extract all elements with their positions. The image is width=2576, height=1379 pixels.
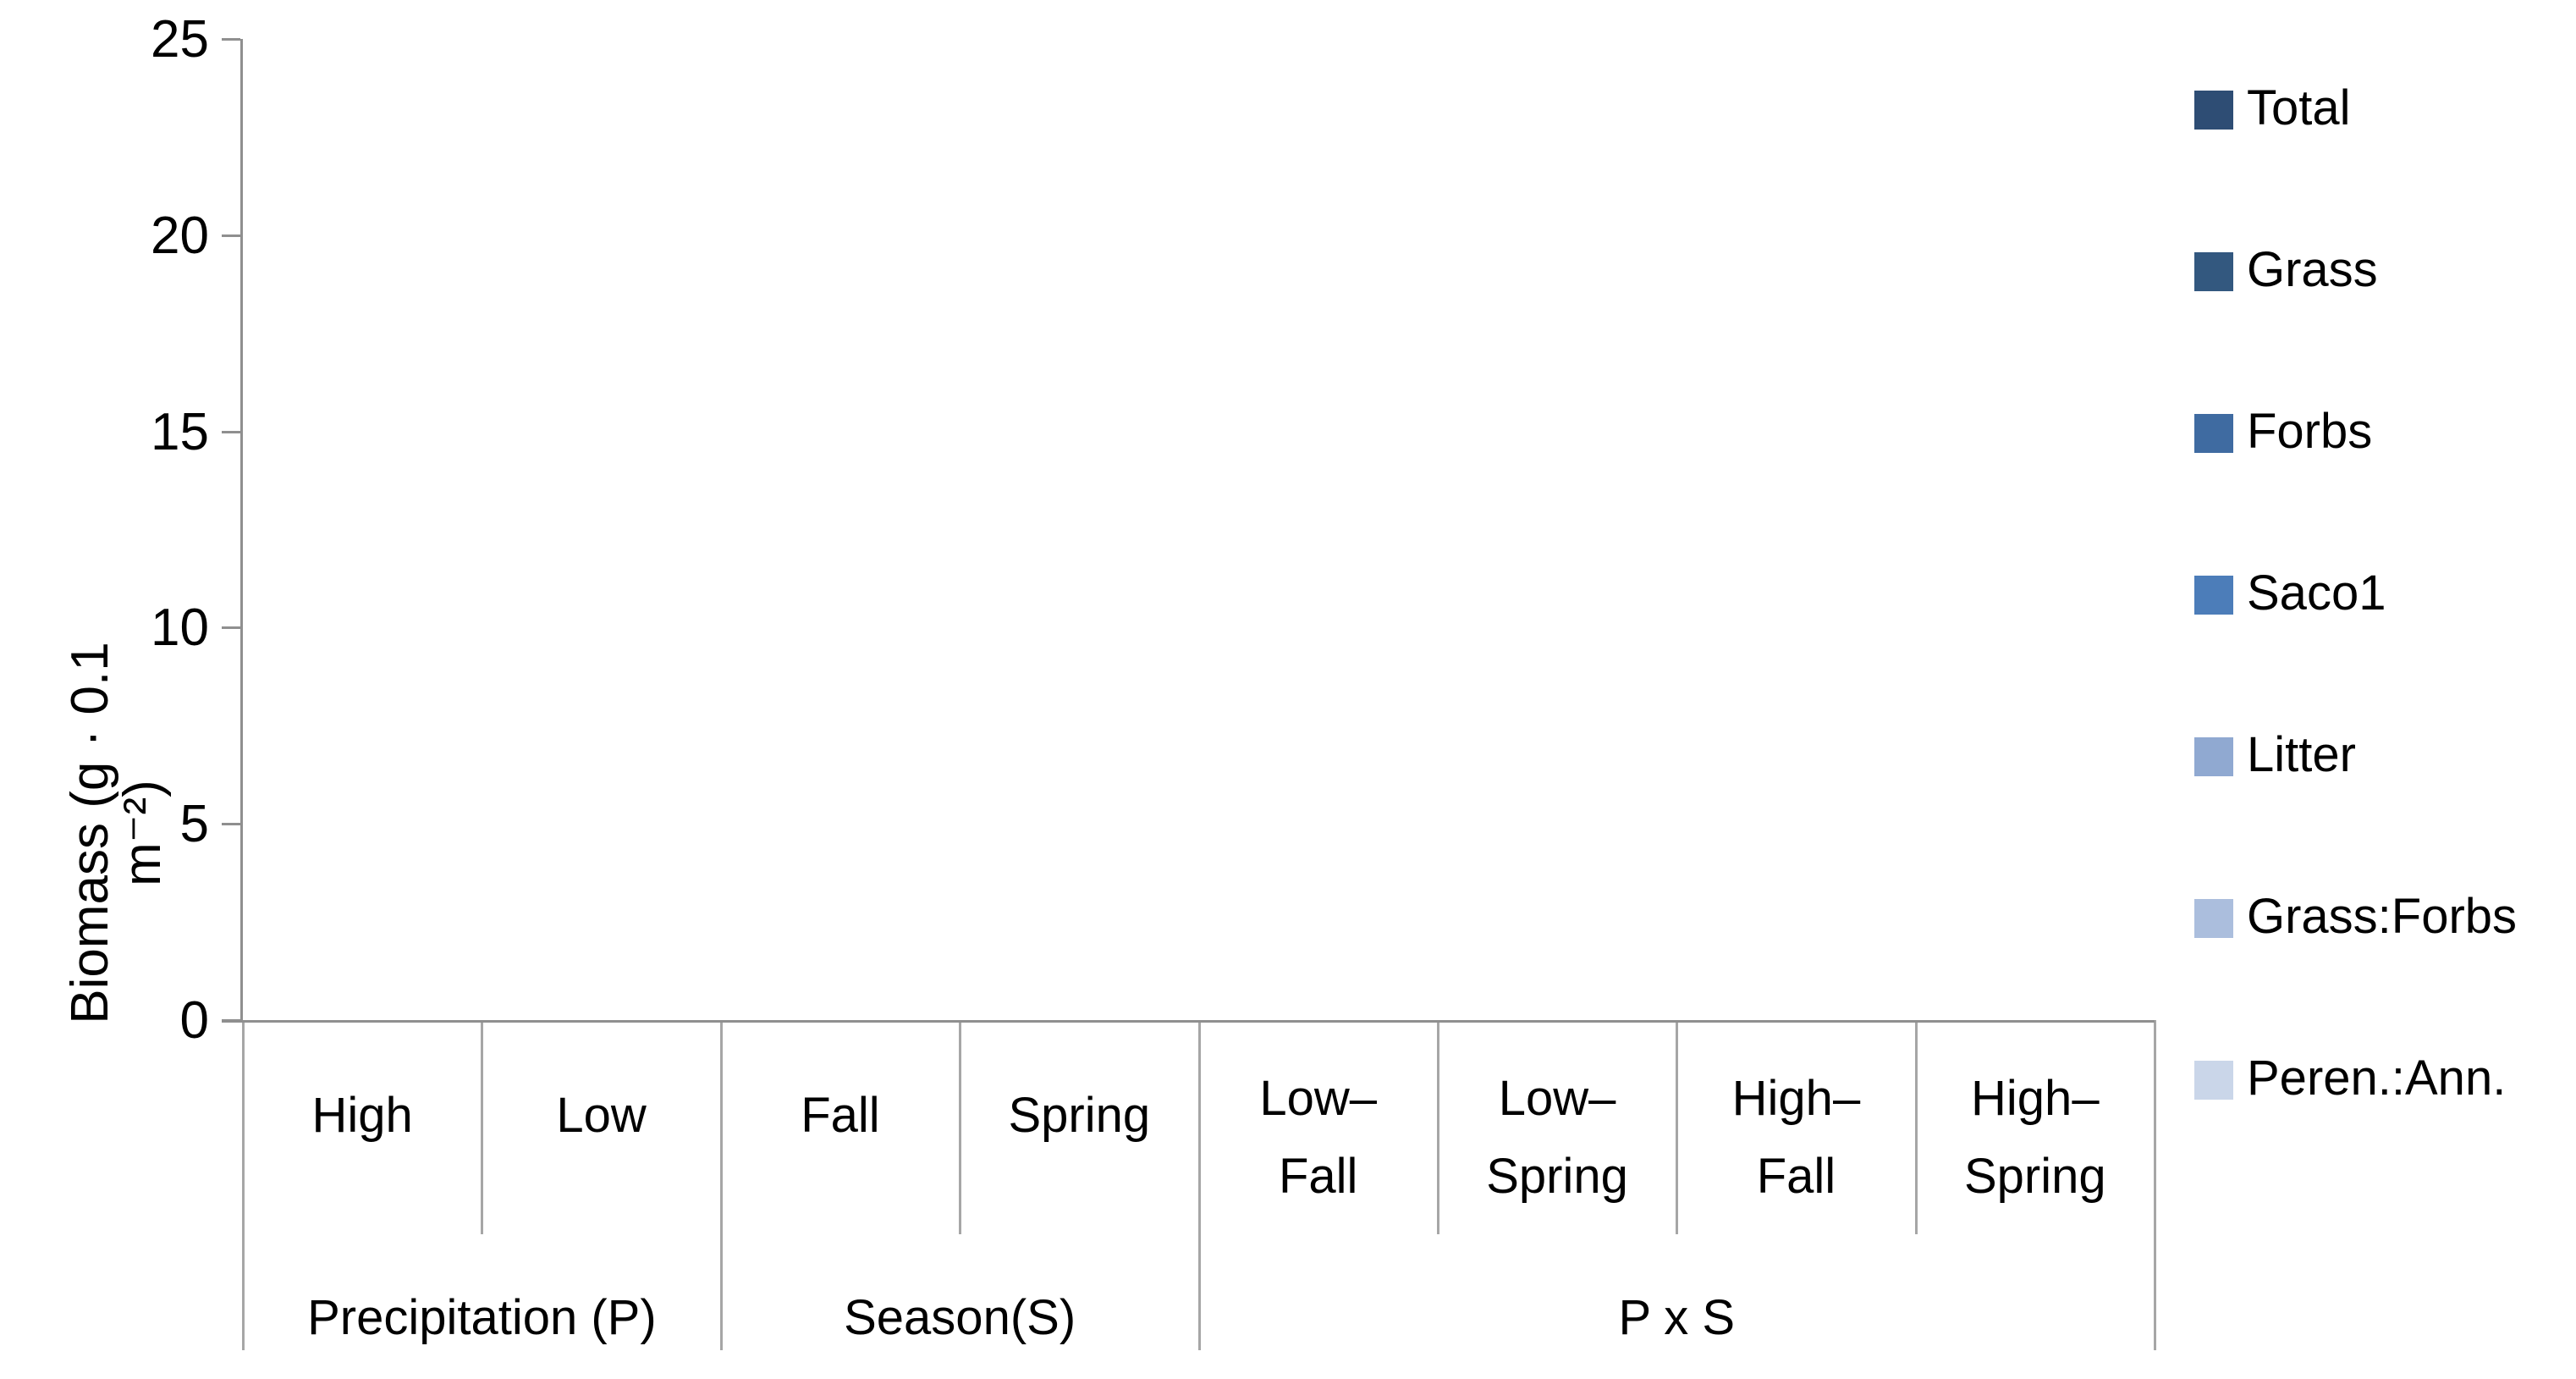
- factor-divider: [242, 1020, 245, 1350]
- factor-group-label: Season(S): [844, 1290, 1076, 1345]
- category-label: Low– Spring: [1346, 1060, 1769, 1216]
- category-divider: [959, 1020, 962, 1234]
- legend-color-swatch-icon: [2194, 899, 2233, 938]
- legend-color-swatch-icon: [2194, 737, 2233, 776]
- factor-group-label: P x S: [1618, 1290, 1736, 1345]
- legend-color-swatch-icon: [2194, 91, 2233, 130]
- legend-label: Grass: [2247, 242, 2378, 297]
- category-label-line: Low–: [1498, 1071, 1616, 1126]
- factor-group-label: Precipitation (P): [307, 1290, 657, 1345]
- factor-divider: [1197, 1020, 1201, 1350]
- category-divider: [481, 1020, 484, 1234]
- legend-color-swatch-icon: [2194, 252, 2233, 291]
- category-label: High– Fall: [1584, 1060, 2007, 1216]
- legend-label: Peren.:Ann.: [2247, 1051, 2507, 1106]
- legend-label: Grass:Forbs: [2247, 889, 2518, 944]
- legend-label: Forbs: [2247, 404, 2373, 459]
- category-label-line: Spring: [1008, 1088, 1151, 1143]
- category-label-line: High: [311, 1088, 413, 1143]
- category-label: Low: [390, 1077, 813, 1155]
- y-tick-label: 10: [151, 598, 209, 658]
- category-label-line: Fall: [1278, 1149, 1358, 1204]
- y-tick: [222, 234, 240, 237]
- category-label-line: High–: [1971, 1071, 2100, 1126]
- y-tick-label: 15: [151, 402, 209, 461]
- category-label-line: Low–: [1259, 1071, 1378, 1126]
- category-label: High– Spring: [1824, 1060, 2247, 1216]
- legend-label: Total: [2247, 80, 2351, 135]
- y-tick-label: 25: [151, 10, 209, 69]
- category-label: Low– Fall: [1107, 1060, 1530, 1216]
- category-label: High: [151, 1077, 574, 1155]
- x-axis-line: [222, 1020, 2155, 1023]
- factor-divider: [719, 1020, 723, 1350]
- y-tick-label: 5: [179, 795, 209, 854]
- legend-color-swatch-icon: [2194, 1061, 2233, 1100]
- category-label-line: Low: [556, 1088, 647, 1143]
- legend-label: Saco1: [2247, 565, 2386, 621]
- category-label-line: Fall: [1756, 1149, 1836, 1204]
- category-label-line: Spring: [1486, 1149, 1628, 1204]
- y-tick: [222, 626, 240, 630]
- legend-color-swatch-icon: [2194, 576, 2233, 615]
- category-divider: [1676, 1020, 1679, 1234]
- y-axis-line: [240, 39, 243, 1023]
- y-tick: [222, 430, 240, 433]
- category-label-line: Fall: [801, 1088, 880, 1143]
- category-label-line: Spring: [1963, 1149, 2106, 1204]
- category-label: Fall: [629, 1077, 1052, 1155]
- legend-label: Litter: [2247, 727, 2356, 782]
- legend-color-swatch-icon: [2194, 414, 2233, 453]
- y-tick-label: 20: [151, 206, 209, 265]
- factor-divider: [2154, 1020, 2156, 1350]
- category-divider: [1914, 1020, 1918, 1234]
- y-tick-label: 0: [179, 991, 209, 1050]
- y-axis-title-wrap: Biomass (g · 0.1 m⁻²): [59, 279, 172, 1023]
- y-tick: [222, 38, 240, 41]
- category-divider: [1436, 1020, 1439, 1234]
- y-tick: [222, 823, 240, 826]
- category-label-line: High–: [1731, 1071, 1861, 1126]
- category-label: Spring: [867, 1077, 1291, 1155]
